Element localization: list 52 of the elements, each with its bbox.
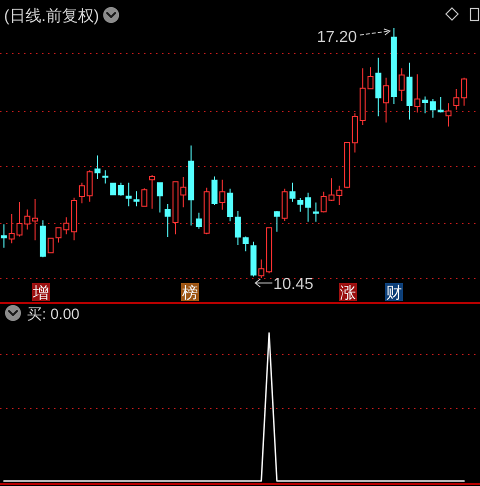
candlestick	[56, 227, 62, 243]
candlestick	[344, 142, 350, 189]
candlestick	[40, 220, 46, 258]
candlestick	[242, 236, 249, 252]
event-marker: 榜	[181, 283, 199, 302]
candlestick	[188, 145, 194, 226]
candlestick	[16, 202, 22, 237]
chart-title: (日线.前复权)	[4, 7, 100, 25]
candlestick	[102, 170, 108, 184]
candlestick	[204, 187, 210, 235]
candlestick	[196, 212, 202, 230]
candlestick	[390, 28, 397, 104]
candlestick	[141, 188, 148, 207]
candlestick	[368, 66, 374, 90]
candlestick	[446, 102, 452, 127]
candlestick	[126, 182, 132, 207]
candlestick	[250, 241, 256, 277]
candlestick	[219, 179, 226, 210]
candlestick	[328, 178, 334, 202]
event-marker: 财	[385, 283, 403, 302]
candlestick	[180, 176, 186, 208]
candlestick	[290, 182, 296, 202]
event-marker: 增	[32, 283, 50, 302]
candlestick	[118, 182, 124, 196]
candlestick	[398, 68, 405, 102]
candlestick	[274, 210, 280, 232]
candlestick	[227, 188, 234, 222]
event-marker: 涨	[339, 283, 357, 302]
candlestick	[212, 176, 218, 206]
candlestick	[383, 77, 390, 123]
candlestick	[0, 224, 7, 248]
candlestick	[94, 155, 100, 180]
annotation: 17.20	[316, 29, 357, 46]
candlestick	[414, 74, 420, 113]
candlestick	[234, 210, 241, 246]
candlestick	[149, 174, 156, 210]
annotation: 10.45	[273, 276, 314, 293]
candlestick	[336, 185, 342, 206]
candlestick	[282, 188, 288, 222]
candlestick	[8, 214, 15, 244]
candlestick	[48, 238, 54, 254]
candlestick	[156, 182, 163, 213]
candlestick	[172, 181, 178, 235]
candlestick	[110, 182, 116, 196]
candlestick	[422, 96, 428, 114]
candlestick	[134, 190, 140, 207]
candlestick	[312, 202, 319, 222]
chart-title: 买: 0.00	[27, 306, 80, 323]
candlestick	[375, 57, 382, 117]
candlestick	[406, 62, 412, 120]
candlestick	[320, 191, 327, 213]
candlestick	[164, 204, 171, 238]
